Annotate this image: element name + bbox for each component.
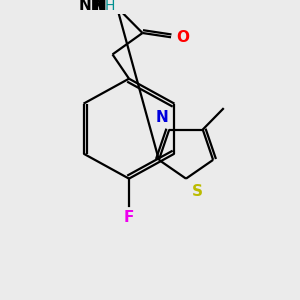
Text: F: F	[124, 210, 134, 225]
Text: H: H	[104, 0, 115, 13]
Text: S: S	[192, 184, 203, 199]
Text: N: N	[94, 0, 107, 14]
Text: O: O	[176, 30, 189, 45]
Text: N: N	[155, 110, 168, 125]
Text: NH: NH	[79, 0, 104, 14]
Text: N: N	[92, 0, 104, 14]
